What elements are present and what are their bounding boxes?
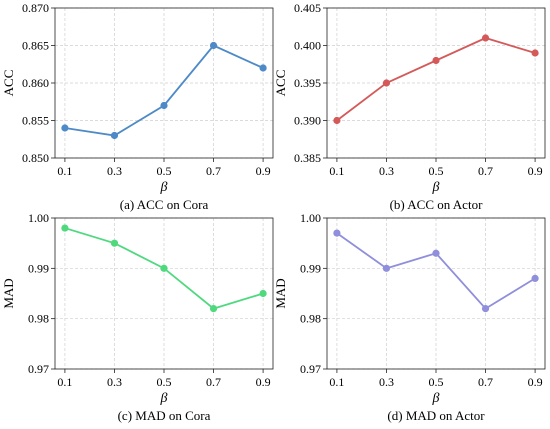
data-point	[432, 249, 440, 257]
y-axis-label: ACC	[1, 70, 16, 97]
y-tick-label: 0.99	[28, 261, 49, 275]
data-point	[382, 264, 391, 272]
y-tick-label: 0.390	[294, 114, 321, 128]
data-point	[333, 116, 341, 125]
x-tick-label: 0.1	[57, 164, 72, 178]
x-axis-label: β	[432, 180, 440, 195]
y-tick-label: 0.870	[22, 1, 49, 15]
data-point	[481, 34, 490, 42]
subplot-caption: (a) ACC on Cora	[120, 197, 209, 212]
x-tick-label: 0.5	[157, 164, 172, 178]
data-point	[61, 224, 69, 232]
y-tick-label: 1.00	[300, 211, 321, 225]
x-tick-label: 0.7	[206, 164, 221, 178]
data-point	[160, 101, 168, 110]
data-point	[432, 56, 440, 65]
plot-frame	[54, 7, 274, 159]
y-axis-label: MAD	[1, 278, 16, 308]
data-point	[382, 79, 391, 87]
data-point	[531, 274, 539, 282]
data-point	[531, 49, 539, 57]
data-point	[110, 131, 119, 140]
y-axis-label: ACC	[273, 70, 288, 97]
data-point	[110, 239, 119, 247]
plot-frame	[54, 217, 274, 370]
subplot-3: 0.97 0.98 0.99 1.00 0.1 0.3 0.5 0.7 0.9 MAD β (c) M…	[1, 211, 274, 423]
x-tick-label: 0.5	[429, 375, 444, 389]
x-tick-label: 0.9	[256, 164, 271, 178]
data-point	[61, 124, 69, 132]
y-tick-label: 0.97	[28, 362, 49, 376]
x-tick-label: 0.5	[157, 375, 172, 389]
x-tick-label: 0.3	[379, 164, 394, 178]
y-tick-label: 0.385	[294, 151, 321, 165]
x-tick-label: 0.7	[478, 164, 493, 178]
x-tick-label: 0.3	[107, 164, 122, 178]
x-tick-label: 0.9	[528, 375, 543, 389]
subplot-4: 0.97 0.98 0.99 1.00 0.1 0.3 0.5 0.7 0.9 MAD β (d) M…	[273, 211, 546, 423]
x-tick-label: 0.3	[379, 375, 394, 389]
x-tick-label: 0.5	[429, 164, 444, 178]
y-tick-label: 0.855	[22, 114, 49, 128]
subplot-caption: (c) MAD on Cora	[118, 408, 211, 423]
subplot-caption: (b) ACC on Actor	[390, 197, 483, 212]
y-tick-label: 0.865	[22, 39, 49, 53]
plot-frame	[326, 217, 546, 370]
y-tick-label: 0.98	[300, 312, 321, 326]
x-tick-label: 0.9	[528, 164, 543, 178]
x-axis-label: β	[160, 391, 168, 406]
y-tick-label: 0.405	[294, 1, 321, 15]
x-tick-label: 0.9	[256, 375, 271, 389]
data-point	[481, 305, 490, 313]
y-tick-label: 0.98	[28, 312, 49, 326]
y-tick-label: 1.00	[28, 211, 49, 225]
subplot-1: 0.850 0.855 0.860 0.865 0.870 0.1 0.3 0.5 0.7 0.9…	[1, 1, 274, 212]
subplot-caption: (d) MAD on Actor	[387, 408, 485, 423]
y-tick-label: 0.395	[294, 76, 321, 90]
data-point	[209, 305, 218, 313]
x-axis-label: β	[160, 180, 168, 195]
y-axis-label: MAD	[273, 278, 288, 308]
data-point	[333, 229, 341, 237]
data-point	[209, 41, 218, 50]
y-tick-label: 0.97	[300, 362, 321, 376]
data-point	[160, 264, 168, 272]
y-tick-label: 0.99	[300, 261, 321, 275]
x-tick-label: 0.1	[57, 375, 72, 389]
y-tick-label: 0.860	[22, 76, 49, 90]
x-axis-label: β	[432, 391, 440, 406]
data-point	[259, 289, 267, 298]
x-tick-label: 0.3	[107, 375, 122, 389]
x-tick-label: 0.1	[329, 164, 344, 178]
x-tick-label: 0.7	[478, 375, 493, 389]
data-point	[259, 64, 267, 72]
plot-frame	[326, 7, 546, 159]
x-tick-label: 0.1	[329, 375, 344, 389]
subplot-2: 0.385 0.390 0.395 0.400 0.405 0.1 0.3 0.5 0.7 0.9…	[273, 1, 546, 212]
x-tick-label: 0.7	[206, 375, 221, 389]
y-tick-label: 0.850	[22, 151, 49, 165]
y-tick-label: 0.400	[294, 39, 321, 53]
